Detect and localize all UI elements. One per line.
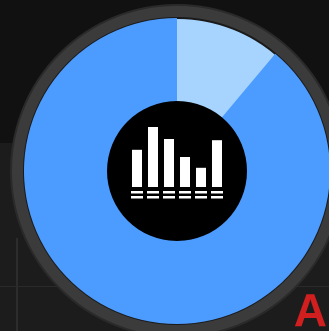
equalizer-bar [180,157,190,187]
corner-letter: A [293,284,327,331]
equalizer-baseline-segment [163,191,175,194]
equalizer-baseline-segment [179,196,191,199]
equalizer-baseline-segment [195,196,207,199]
equalizer-baseline-segment [131,196,143,199]
equalizer-baseline-segment [195,191,207,194]
equalizer-bar [148,127,158,187]
panel-divider [16,238,18,331]
equalizer-bar [132,149,142,187]
equalizer-icon [131,127,223,199]
equalizer-baseline-segment [163,196,175,199]
equalizer-baseline-segment [131,191,143,194]
equalizer-baseline-segment [179,191,191,194]
equalizer-baseline-segment [147,191,159,194]
equalizer-bar [164,139,174,187]
dial-hub[interactable] [107,101,247,241]
equalizer-baseline-segment [211,191,223,194]
equalizer-bar [196,167,206,187]
equalizer-baseline-segment [211,196,223,199]
equalizer-baseline-segment [147,196,159,199]
equalizer-bar [212,140,222,187]
